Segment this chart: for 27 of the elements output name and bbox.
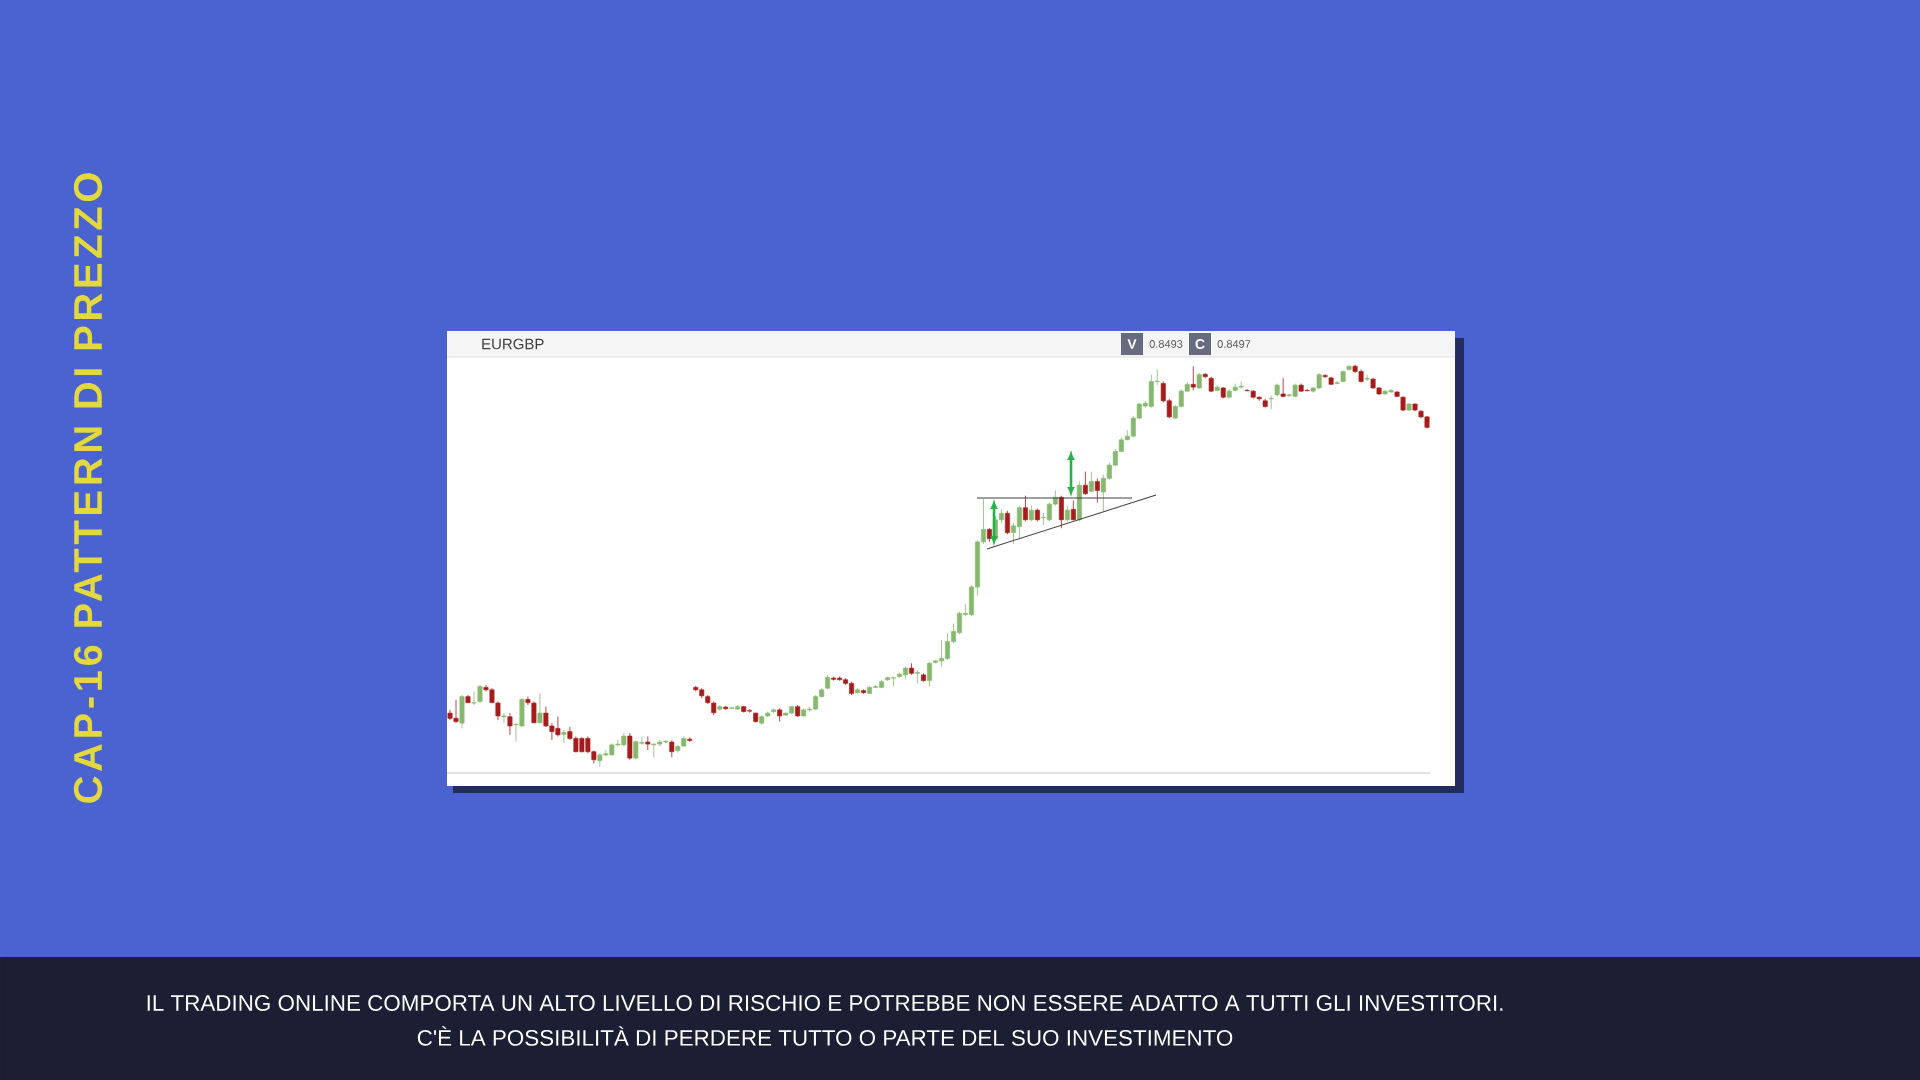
candlestick [645, 736, 651, 751]
text: CAP-16 PATTERN DI PREZZO [73, 173, 103, 803]
text: 0.8497 [1217, 340, 1251, 348]
candlestick [1364, 374, 1370, 382]
candlestick [1082, 471, 1088, 496]
candlestick [1022, 495, 1028, 522]
candlestick [537, 693, 543, 724]
candlestick [1058, 495, 1064, 529]
candlestick [1322, 373, 1328, 379]
text: IL TRADING ONLINE COMPORTA UN ALTO LIVELLO DI RISCHIO E POTREBBE NON ESSERE ADATTO A TUTTI GLI INVESTITORI. [147, 995, 1503, 1011]
candlestick [507, 712, 513, 736]
text: 0.8493 [1149, 340, 1183, 348]
candlestick [1190, 365, 1196, 391]
text: C [1195, 339, 1205, 349]
candlestick [477, 684, 483, 704]
candlestick [915, 669, 920, 684]
candlestick [1268, 395, 1274, 410]
candlestick [1004, 510, 1010, 535]
candlestick [561, 729, 567, 744]
candlestick [627, 732, 633, 761]
candlestick [927, 661, 932, 687]
text: C'È LA POSSIBILITÀ DI PERDERE TUTTO O PARTE DEL SUO INVESTIMENTO [417, 1026, 1233, 1046]
candlestick [471, 691, 477, 706]
candlestick [501, 712, 507, 724]
text: V [1127, 339, 1137, 349]
chart-subtitle: EURGBP [482, 338, 544, 350]
candlestick [1094, 477, 1100, 503]
